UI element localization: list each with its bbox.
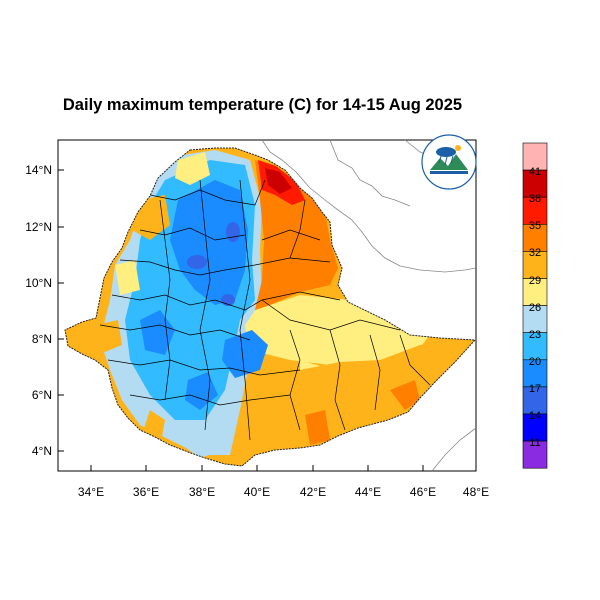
x-tick-label: 34°E [78, 485, 104, 499]
x-tick-label: 44°E [355, 485, 381, 499]
legend-label: 20 [529, 356, 541, 368]
legend-swatch [522, 278, 548, 306]
border [431, 427, 477, 472]
x-tick-label: 38°E [189, 485, 215, 499]
legend-swatch [522, 305, 548, 334]
legend-label: 23 [529, 329, 541, 341]
legend-label: 17 [529, 383, 541, 395]
legend-swatch [522, 142, 548, 171]
x-tick-label: 36°E [133, 485, 159, 499]
axis-ticks [58, 169, 477, 471]
legend-swatch [522, 440, 548, 469]
y-tick-label: 10°N [25, 276, 52, 290]
admin-borders [99, 179, 431, 441]
x-tick-label: 42°E [300, 485, 326, 499]
country-outline [64, 147, 477, 467]
legend-label: 14 [529, 410, 541, 422]
legend-label: 32 [529, 247, 541, 259]
legend-label: 26 [529, 302, 541, 314]
legend-colorbar [522, 142, 548, 469]
x-tick-label: 48°E [463, 485, 489, 499]
legend-swatch [522, 169, 548, 198]
legend-swatch [522, 196, 548, 225]
x-tick-label: 46°E [410, 485, 436, 499]
legend-swatch [522, 413, 548, 442]
y-tick-label: 8°N [32, 332, 52, 346]
y-tick-label: 6°N [32, 388, 52, 402]
legend-swatch [522, 224, 548, 252]
institute-logo [421, 134, 477, 190]
coastline [261, 139, 477, 273]
legend-label: 38 [529, 193, 541, 205]
legend-label: 41 [529, 166, 541, 178]
y-tick-label: 14°N [25, 163, 52, 177]
legend-label: 35 [529, 220, 541, 232]
y-tick-label: 4°N [32, 444, 52, 458]
coastline [329, 139, 411, 207]
legend-label: 11 [529, 437, 540, 449]
legend-swatch [522, 332, 548, 361]
legend-swatch [522, 251, 548, 279]
x-tick-label: 40°E [244, 485, 270, 499]
legend-swatch [522, 386, 548, 415]
legend-label: 29 [529, 275, 541, 287]
y-tick-label: 12°N [25, 220, 52, 234]
map-title: Daily maximum temperature (C) for 14-15 … [62, 96, 463, 114]
